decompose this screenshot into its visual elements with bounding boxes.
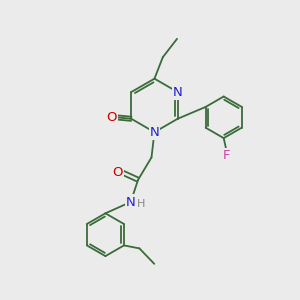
Text: O: O (112, 166, 123, 179)
Text: N: N (150, 126, 159, 139)
Text: N: N (126, 196, 136, 208)
Text: H: H (137, 200, 145, 209)
Text: O: O (107, 111, 117, 124)
Text: N: N (173, 85, 182, 98)
Text: F: F (223, 149, 230, 162)
